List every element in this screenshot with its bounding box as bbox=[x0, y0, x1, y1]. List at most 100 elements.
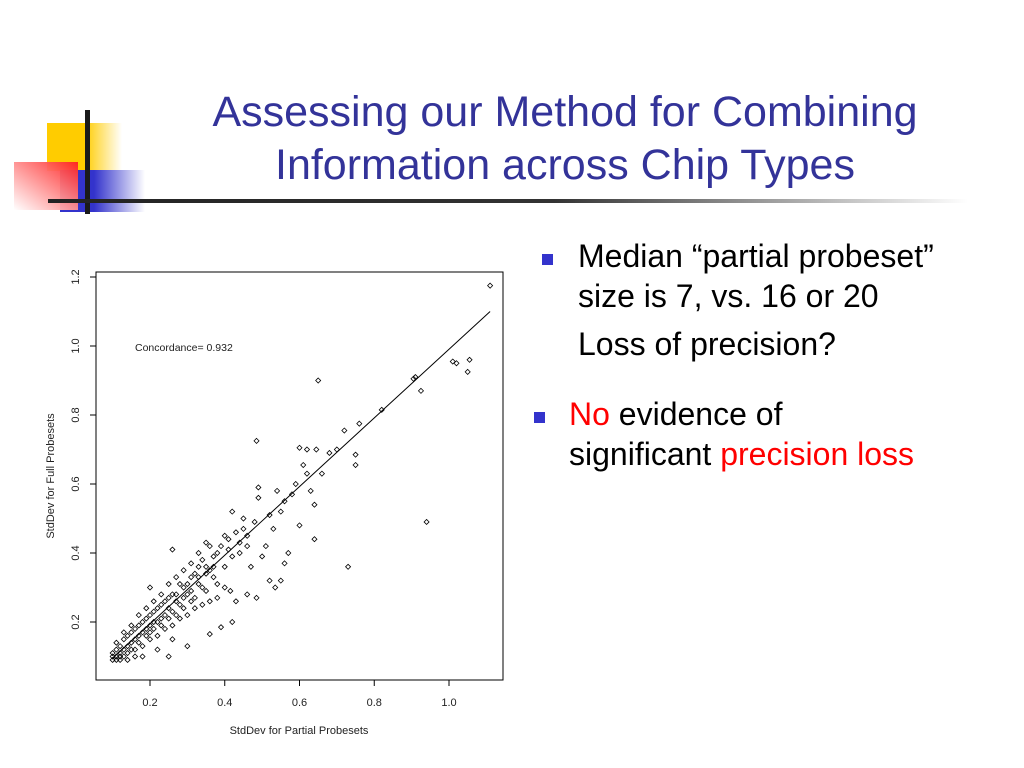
data-point bbox=[195, 580, 202, 588]
data-point bbox=[262, 543, 269, 550]
bullet-2-text-2: significant bbox=[569, 436, 721, 472]
data-point bbox=[158, 591, 165, 598]
data-point bbox=[229, 618, 236, 626]
bullet-list: Median “partial probeset” size is 7, vs.… bbox=[530, 236, 1010, 474]
slide-title: Assessing our Method for Combining Infor… bbox=[180, 86, 950, 192]
data-point bbox=[124, 632, 131, 639]
data-point bbox=[221, 584, 228, 591]
data-point bbox=[184, 580, 191, 588]
data-point bbox=[158, 622, 165, 629]
data-point bbox=[217, 543, 225, 550]
data-point bbox=[143, 615, 150, 622]
x-tick-label: 0.4 bbox=[217, 697, 232, 709]
data-point bbox=[229, 553, 236, 560]
x-tick-label: 0.6 bbox=[292, 697, 307, 709]
data-point bbox=[180, 584, 187, 591]
title-underline bbox=[48, 199, 968, 203]
data-point bbox=[285, 549, 292, 557]
data-point bbox=[303, 470, 311, 477]
data-point bbox=[161, 625, 169, 632]
data-point bbox=[464, 368, 471, 375]
data-point bbox=[296, 444, 303, 451]
data-point bbox=[341, 427, 348, 434]
bullet-square-icon bbox=[534, 412, 545, 423]
data-point bbox=[169, 608, 176, 615]
data-point bbox=[307, 487, 314, 494]
data-point bbox=[251, 518, 258, 526]
data-point bbox=[117, 643, 124, 650]
data-point bbox=[352, 451, 359, 458]
title-line-1: Assessing our Method for Combining bbox=[212, 88, 918, 136]
data-point bbox=[158, 615, 165, 622]
data-point bbox=[318, 470, 325, 477]
data-point bbox=[135, 632, 142, 639]
data-point bbox=[176, 615, 183, 622]
data-point bbox=[124, 649, 131, 657]
y-axis-label: StdDev for Full Probesets bbox=[45, 413, 57, 539]
data-point bbox=[229, 508, 236, 515]
data-point bbox=[188, 574, 195, 581]
data-point bbox=[247, 563, 254, 570]
y-tick-label: 0.8 bbox=[70, 407, 82, 422]
data-point bbox=[311, 536, 318, 543]
data-point bbox=[202, 539, 210, 546]
data-point bbox=[128, 639, 135, 646]
data-point bbox=[214, 549, 221, 557]
data-point bbox=[146, 636, 154, 643]
data-point bbox=[113, 646, 120, 653]
data-point bbox=[288, 491, 296, 498]
data-point bbox=[311, 501, 318, 508]
data-point bbox=[202, 587, 210, 595]
data-point bbox=[191, 594, 198, 601]
data-point bbox=[143, 605, 150, 612]
data-point bbox=[225, 536, 232, 543]
data-point bbox=[154, 605, 161, 612]
data-point bbox=[191, 605, 198, 612]
bullet-2-highlight: precision loss bbox=[720, 436, 915, 472]
data-point bbox=[109, 649, 116, 657]
data-point bbox=[232, 598, 240, 605]
bullet-1-line-3: Loss of precision? bbox=[578, 326, 836, 362]
data-point bbox=[199, 601, 206, 608]
bullet-1: Median “partial probeset” size is 7, vs.… bbox=[530, 236, 1010, 364]
data-point bbox=[453, 360, 460, 367]
data-point bbox=[173, 574, 180, 581]
data-point bbox=[131, 636, 139, 643]
data-point bbox=[135, 622, 142, 629]
data-point bbox=[131, 653, 139, 660]
data-point bbox=[221, 532, 228, 539]
data-point bbox=[158, 601, 165, 608]
data-point bbox=[117, 656, 124, 664]
data-point bbox=[253, 437, 260, 444]
data-point bbox=[120, 653, 127, 660]
data-point bbox=[236, 549, 243, 557]
data-point bbox=[232, 529, 240, 536]
data-point bbox=[150, 598, 157, 605]
data-point bbox=[139, 653, 146, 660]
data-point bbox=[120, 636, 127, 643]
x-axis-label: StdDev for Partial Probesets bbox=[230, 725, 369, 737]
data-point bbox=[296, 522, 303, 529]
data-point bbox=[165, 594, 172, 601]
x-tick-label: 0.8 bbox=[367, 697, 382, 709]
data-point bbox=[139, 618, 146, 626]
data-point bbox=[210, 563, 217, 570]
data-point bbox=[169, 636, 176, 643]
data-point bbox=[313, 446, 320, 453]
data-point bbox=[150, 625, 157, 632]
data-point bbox=[161, 612, 169, 619]
data-point bbox=[202, 563, 210, 570]
data-point bbox=[120, 629, 127, 636]
data-point bbox=[206, 631, 213, 638]
data-point bbox=[191, 570, 198, 577]
data-point bbox=[128, 622, 135, 629]
data-point bbox=[146, 629, 154, 636]
data-point bbox=[128, 646, 135, 653]
data-point bbox=[240, 525, 247, 532]
x-tick-label: 0.2 bbox=[142, 697, 157, 709]
data-point bbox=[154, 632, 161, 639]
data-point bbox=[184, 591, 191, 598]
data-point bbox=[266, 577, 273, 584]
data-point bbox=[217, 624, 225, 631]
